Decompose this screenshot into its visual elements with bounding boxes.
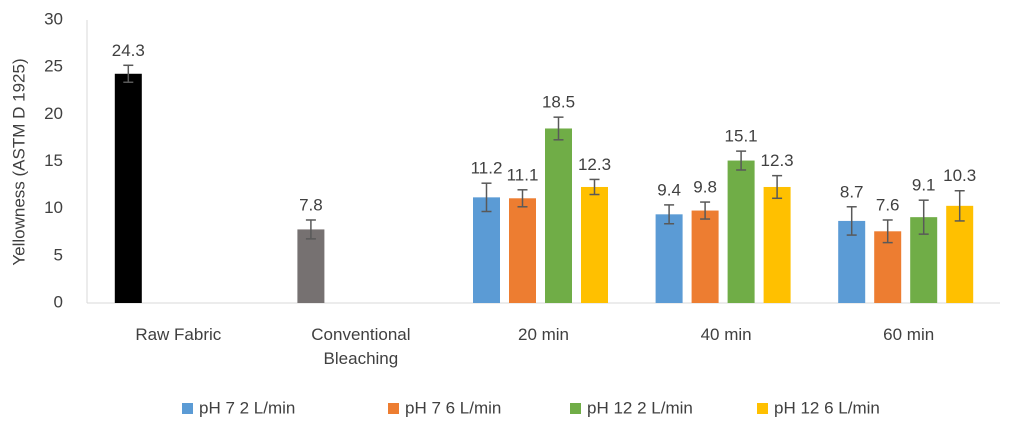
legend-swatch [757, 403, 768, 414]
data-label: 24.3 [112, 41, 145, 60]
data-label: 18.5 [542, 93, 575, 112]
data-label: 12.3 [578, 155, 611, 174]
data-label: 7.8 [299, 195, 323, 214]
x-tick-label: Conventional Bleaching [311, 325, 411, 368]
x-tick-label: 60 min [883, 325, 935, 344]
y-tick-label: 5 [54, 245, 63, 264]
legend-swatch [570, 403, 581, 414]
data-label: 9.4 [657, 180, 681, 199]
x-tick-label: 20 min [517, 325, 570, 344]
y-tick-label: 15 [44, 151, 63, 170]
bar [946, 205, 974, 303]
bar [727, 160, 755, 303]
y-tick-label: 20 [44, 104, 63, 123]
bar [763, 186, 791, 303]
data-label: 11.2 [471, 159, 503, 178]
data-label: 10.3 [943, 166, 976, 185]
x-tick-label: Raw Fabric [135, 325, 222, 344]
legend-label: pH 12 6 L/min [774, 398, 880, 417]
y-tick-label: 25 [44, 57, 63, 76]
bar [655, 214, 683, 303]
bar [691, 210, 719, 303]
data-label: 15.1 [725, 127, 758, 146]
bar [114, 73, 142, 304]
data-label: 12.3 [761, 151, 794, 170]
data-label: 7.6 [876, 195, 900, 214]
bar [473, 197, 500, 303]
y-tick-label: 0 [54, 292, 63, 311]
legend-label: pH 7 6 L/min [405, 398, 501, 417]
legend-swatch [182, 403, 193, 414]
bar [545, 128, 572, 303]
legend-label: pH 12 2 L/min [587, 398, 693, 417]
bar [581, 186, 608, 303]
data-label: 11.1 [507, 165, 539, 184]
bar [297, 229, 325, 303]
y-tick-label: 30 [44, 9, 63, 28]
y-tick-label: 10 [44, 198, 63, 217]
data-label: 9.8 [693, 178, 717, 197]
data-label: 9.1 [912, 176, 936, 195]
legend-swatch [388, 403, 399, 414]
x-tick-label: 40 min [700, 325, 752, 344]
legend-label: pH 7 2 L/min [199, 398, 295, 417]
data-label: 8.7 [840, 182, 864, 201]
bar [509, 198, 536, 303]
y-axis-label: Yellowness (ASTM D 1925) [9, 58, 28, 265]
